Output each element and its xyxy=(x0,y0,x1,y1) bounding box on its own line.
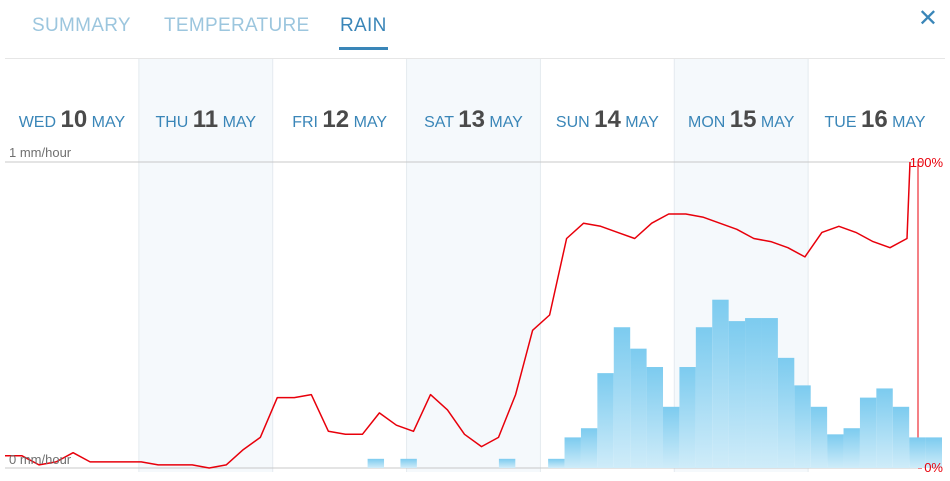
rain-bar xyxy=(400,458,417,468)
rain-bar xyxy=(859,397,877,468)
day-label: TUE 16 MAY xyxy=(825,106,926,133)
rain-bar xyxy=(843,428,860,468)
rain-bar xyxy=(498,458,516,468)
rain-bar xyxy=(630,348,647,468)
rain-bar xyxy=(663,406,680,468)
tab-bar: SUMMARY TEMPERATURE RAIN ✕ xyxy=(0,0,950,58)
rain-bar xyxy=(597,373,614,468)
day-label: SAT 13 MAY xyxy=(424,106,523,133)
day-column-shaded xyxy=(138,59,273,472)
rain-bar xyxy=(777,357,795,468)
tab-summary[interactable]: SUMMARY xyxy=(32,15,131,36)
day-label: MON 15 MAY xyxy=(688,106,795,133)
rain-probability-line xyxy=(5,161,911,469)
rain-bar xyxy=(613,327,631,468)
day-label: FRI 12 MAY xyxy=(292,106,387,133)
rain-bar xyxy=(876,388,893,468)
tab-temperature[interactable]: TEMPERATURE xyxy=(164,15,310,36)
rain-bar xyxy=(925,437,942,468)
left-axis-top-label: 1 mm/hour xyxy=(9,145,72,160)
rain-bar xyxy=(728,321,746,468)
day-column-shaded xyxy=(406,59,541,472)
rain-bar xyxy=(794,385,811,468)
left-axis-bottom-label: 0 mm/hour xyxy=(9,452,72,467)
rain-bar xyxy=(909,437,926,468)
tab-rain[interactable]: RAIN xyxy=(339,15,388,50)
rain-bar xyxy=(367,458,385,468)
rain-bar xyxy=(810,406,828,468)
day-label: THU 11 MAY xyxy=(155,106,256,133)
rain-bar xyxy=(679,367,696,468)
rain-bar xyxy=(548,458,565,468)
rain-bar xyxy=(827,434,844,468)
rain-bar xyxy=(712,299,729,468)
tab-divider xyxy=(5,58,945,59)
rain-bar xyxy=(695,327,713,468)
rain-bar xyxy=(564,437,581,468)
rain-bar xyxy=(745,318,762,468)
day-label: WED 10 MAY xyxy=(19,106,126,133)
right-axis-top-label: 100% xyxy=(910,155,944,170)
right-axis-bottom-label: 0% xyxy=(924,460,943,475)
day-label: SUN 14 MAY xyxy=(556,106,659,133)
close-icon[interactable]: ✕ xyxy=(917,5,938,32)
rain-bar xyxy=(580,428,598,468)
rain-bar xyxy=(761,318,778,468)
rain-bar xyxy=(646,367,664,468)
rain-bar xyxy=(892,406,910,468)
